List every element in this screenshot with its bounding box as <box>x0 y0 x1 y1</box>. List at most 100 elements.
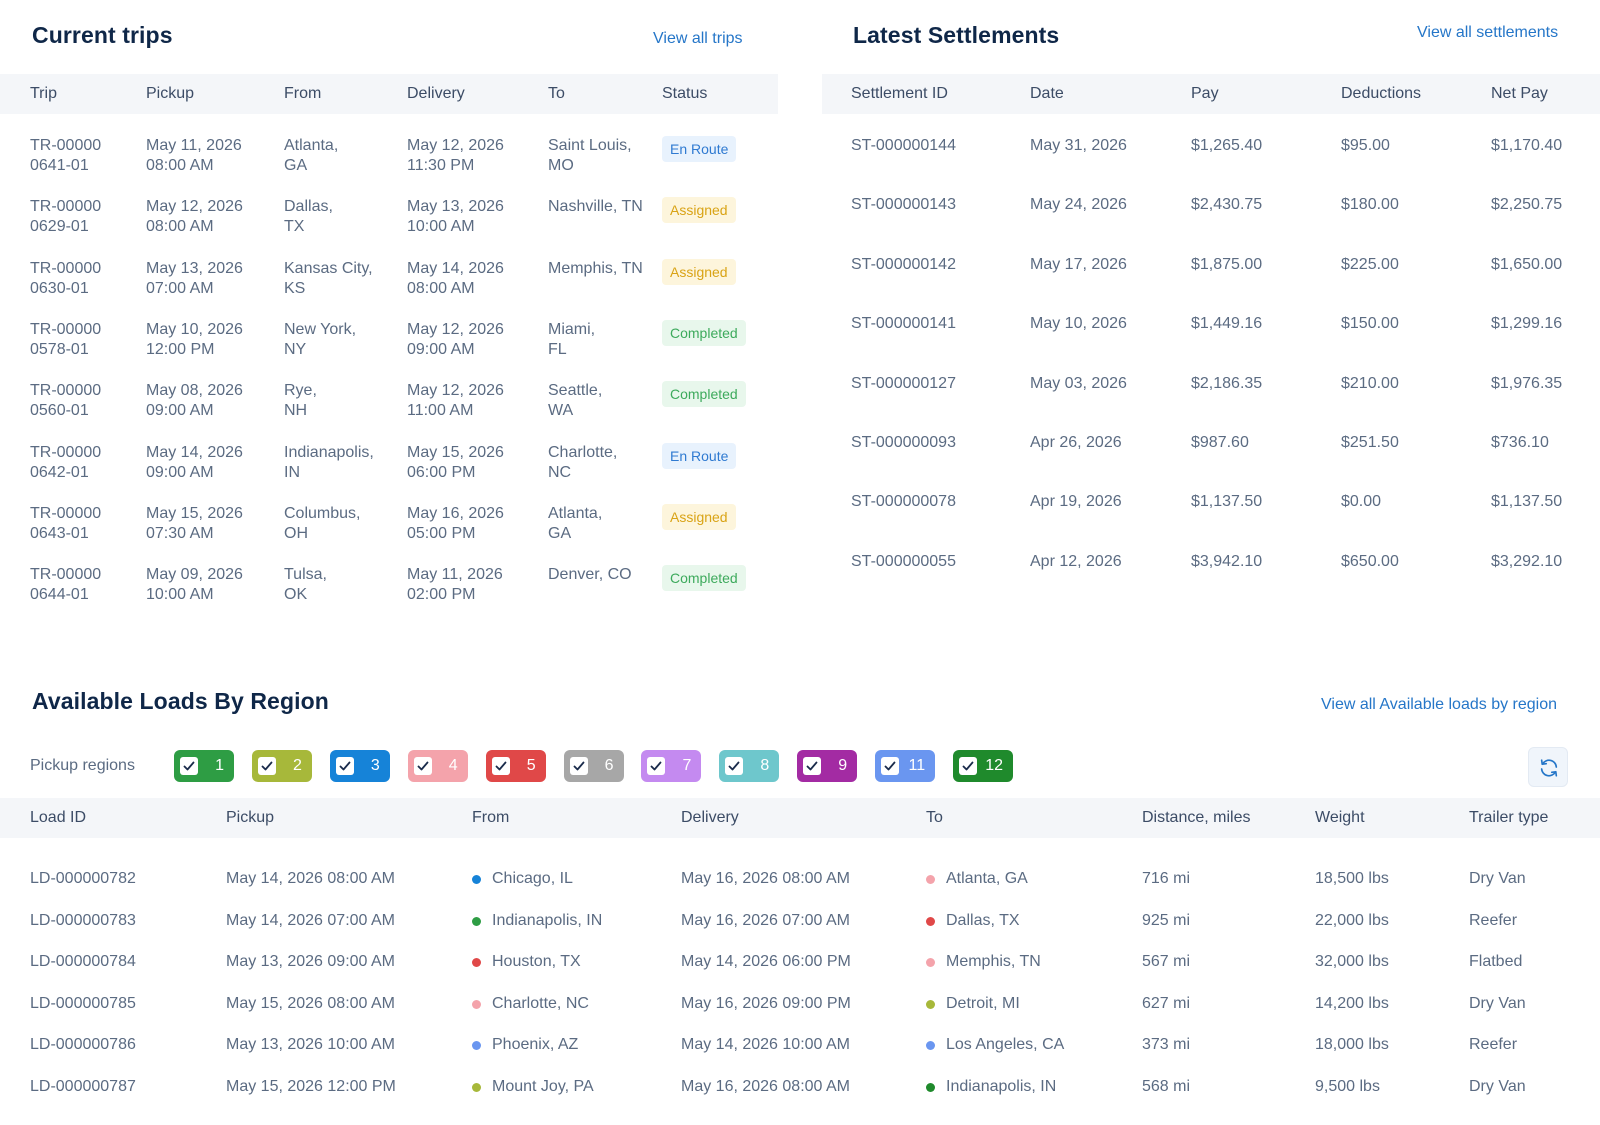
to-region-dot <box>926 958 935 968</box>
settlement-net: $1,650.00 <box>1491 255 1563 273</box>
settlement-deductions: $650.00 <box>1341 552 1399 570</box>
checkbox[interactable] <box>413 757 432 775</box>
trip-pickup-line: May 13, 2026 <box>146 259 243 277</box>
trip-from-line: GA <box>284 157 308 174</box>
trip-from-line: NY <box>284 340 307 358</box>
load-id: LD-000000786 <box>30 1036 136 1054</box>
loads-col-header: From <box>472 809 510 826</box>
trip-pickup-line: May 11, 2026 <box>146 137 242 154</box>
region-chip-11[interactable]: 11 <box>875 750 936 782</box>
trip-pickup-line: 09:00 AM <box>146 402 214 420</box>
view-all-trips-link[interactable]: View all trips <box>653 30 743 47</box>
settlement-id: ST-000000144 <box>851 137 956 154</box>
region-chip-8[interactable]: 8 <box>719 750 780 782</box>
settlement-date: May 17, 2026 <box>1030 255 1127 273</box>
region-number: 7 <box>682 757 692 774</box>
trip-to-line: Denver, CO <box>548 566 632 584</box>
check-icon <box>962 761 974 771</box>
load-delivery: May 16, 2026 08:00 AM <box>681 1078 850 1095</box>
checkbox[interactable] <box>803 757 822 775</box>
load-weight: 14,200 lbs <box>1315 994 1389 1012</box>
trip-from-line: Atlanta, <box>284 137 339 154</box>
trip-from-line: Indianapolis, <box>284 443 374 461</box>
trip-from-line: KS <box>284 279 306 297</box>
settlement-id: ST-000000078 <box>851 493 956 511</box>
region-chip-12[interactable]: 12 <box>953 750 1013 782</box>
view-all-settlements-link[interactable]: View all settlements <box>1417 24 1559 41</box>
region-number: 6 <box>604 757 614 774</box>
trips-title: Current trips <box>32 22 173 48</box>
status-badge: En Route <box>662 442 737 469</box>
trip-to-line: WA <box>548 402 574 420</box>
loads-col-header: Trailer type <box>1469 809 1549 826</box>
view-all-loads-link[interactable]: View all Available loads by region <box>1321 696 1558 713</box>
trip-pickup-line: 10:00 AM <box>146 586 214 604</box>
checkbox[interactable] <box>491 757 510 775</box>
trip-delivery-line: May 12, 2026 <box>407 320 504 338</box>
load-id: LD-000000784 <box>30 953 136 971</box>
loads-col-header: Delivery <box>681 809 739 826</box>
settlement-net: $1,976.35 <box>1491 374 1563 392</box>
status-badge: Assigned <box>662 503 736 530</box>
region-number: 8 <box>760 757 770 774</box>
trip-trip-line: TR-00000 <box>30 443 102 461</box>
checkbox[interactable] <box>257 757 276 775</box>
region-chip-2[interactable]: 2 <box>251 750 312 782</box>
checkbox[interactable] <box>180 757 198 775</box>
load-trailer: Reefer <box>1469 911 1518 929</box>
settlements-col-header: Deductions <box>1341 85 1422 102</box>
trips-col-header: From <box>284 85 322 102</box>
settlement-net: $1,170.40 <box>1491 137 1563 154</box>
from-region-dot <box>472 875 481 884</box>
trip-pickup-line: May 09, 2026 <box>146 566 243 584</box>
check-icon <box>183 761 195 771</box>
settlement-date: Apr 19, 2026 <box>1030 493 1122 511</box>
region-chip-9[interactable]: 9 <box>797 750 858 782</box>
refresh-button[interactable] <box>1528 747 1568 787</box>
settlements-col-header: Settlement ID <box>851 85 948 102</box>
check-icon <box>806 761 818 771</box>
settlement-id: ST-000000142 <box>851 255 956 273</box>
load-id: LD-000000782 <box>30 870 136 887</box>
load-distance: 627 mi <box>1142 994 1191 1012</box>
checkbox[interactable] <box>881 757 900 775</box>
settlement-pay: $2,186.35 <box>1191 374 1263 392</box>
load-id: LD-000000787 <box>30 1078 136 1095</box>
trip-from-line: NH <box>284 402 308 420</box>
settlement-id: ST-000000093 <box>851 434 956 451</box>
trip-delivery-line: 11:30 PM <box>407 157 475 174</box>
trip-delivery-line: May 13, 2026 <box>407 198 504 216</box>
check-icon <box>650 761 662 771</box>
check-icon <box>884 761 896 771</box>
load-pickup: May 13, 2026 10:00 AM <box>226 1036 395 1054</box>
trip-from-line: Kansas City, <box>284 259 373 277</box>
trips-col-header: Delivery <box>407 85 465 102</box>
checkbox[interactable] <box>725 757 744 775</box>
trips-col-header: Trip <box>30 85 57 102</box>
load-delivery: May 14, 2026 06:00 PM <box>681 953 851 971</box>
trips-table-header <box>0 74 778 114</box>
checkbox[interactable] <box>959 757 977 775</box>
load-from: Houston, TX <box>492 953 581 971</box>
region-chip-1[interactable]: 1 <box>174 750 234 782</box>
checkbox[interactable] <box>335 757 354 775</box>
region-chip-3[interactable]: 3 <box>329 750 390 782</box>
checkbox[interactable] <box>647 757 666 775</box>
check-icon <box>339 761 351 771</box>
region-chip-7[interactable]: 7 <box>641 750 702 782</box>
pickup-regions-label: Pickup regions <box>30 757 135 774</box>
region-chip-6[interactable]: 6 <box>563 750 624 782</box>
region-chip-5[interactable]: 5 <box>485 750 546 782</box>
settlement-id: ST-000000143 <box>851 196 956 214</box>
region-number: 5 <box>526 757 536 774</box>
settlement-deductions: $225.00 <box>1341 255 1399 273</box>
checkbox[interactable] <box>569 757 588 775</box>
trip-from-line: IN <box>284 463 300 481</box>
settlements-table-header <box>822 74 1600 114</box>
trip-trip-line: TR-00000 <box>30 198 102 216</box>
region-chip-4[interactable]: 4 <box>407 750 468 782</box>
to-region-dot <box>926 1083 935 1092</box>
trip-delivery-line: 06:00 PM <box>407 463 476 481</box>
load-trailer: Dry Van <box>1469 1078 1526 1095</box>
trip-pickup-line: 07:00 AM <box>146 279 214 297</box>
